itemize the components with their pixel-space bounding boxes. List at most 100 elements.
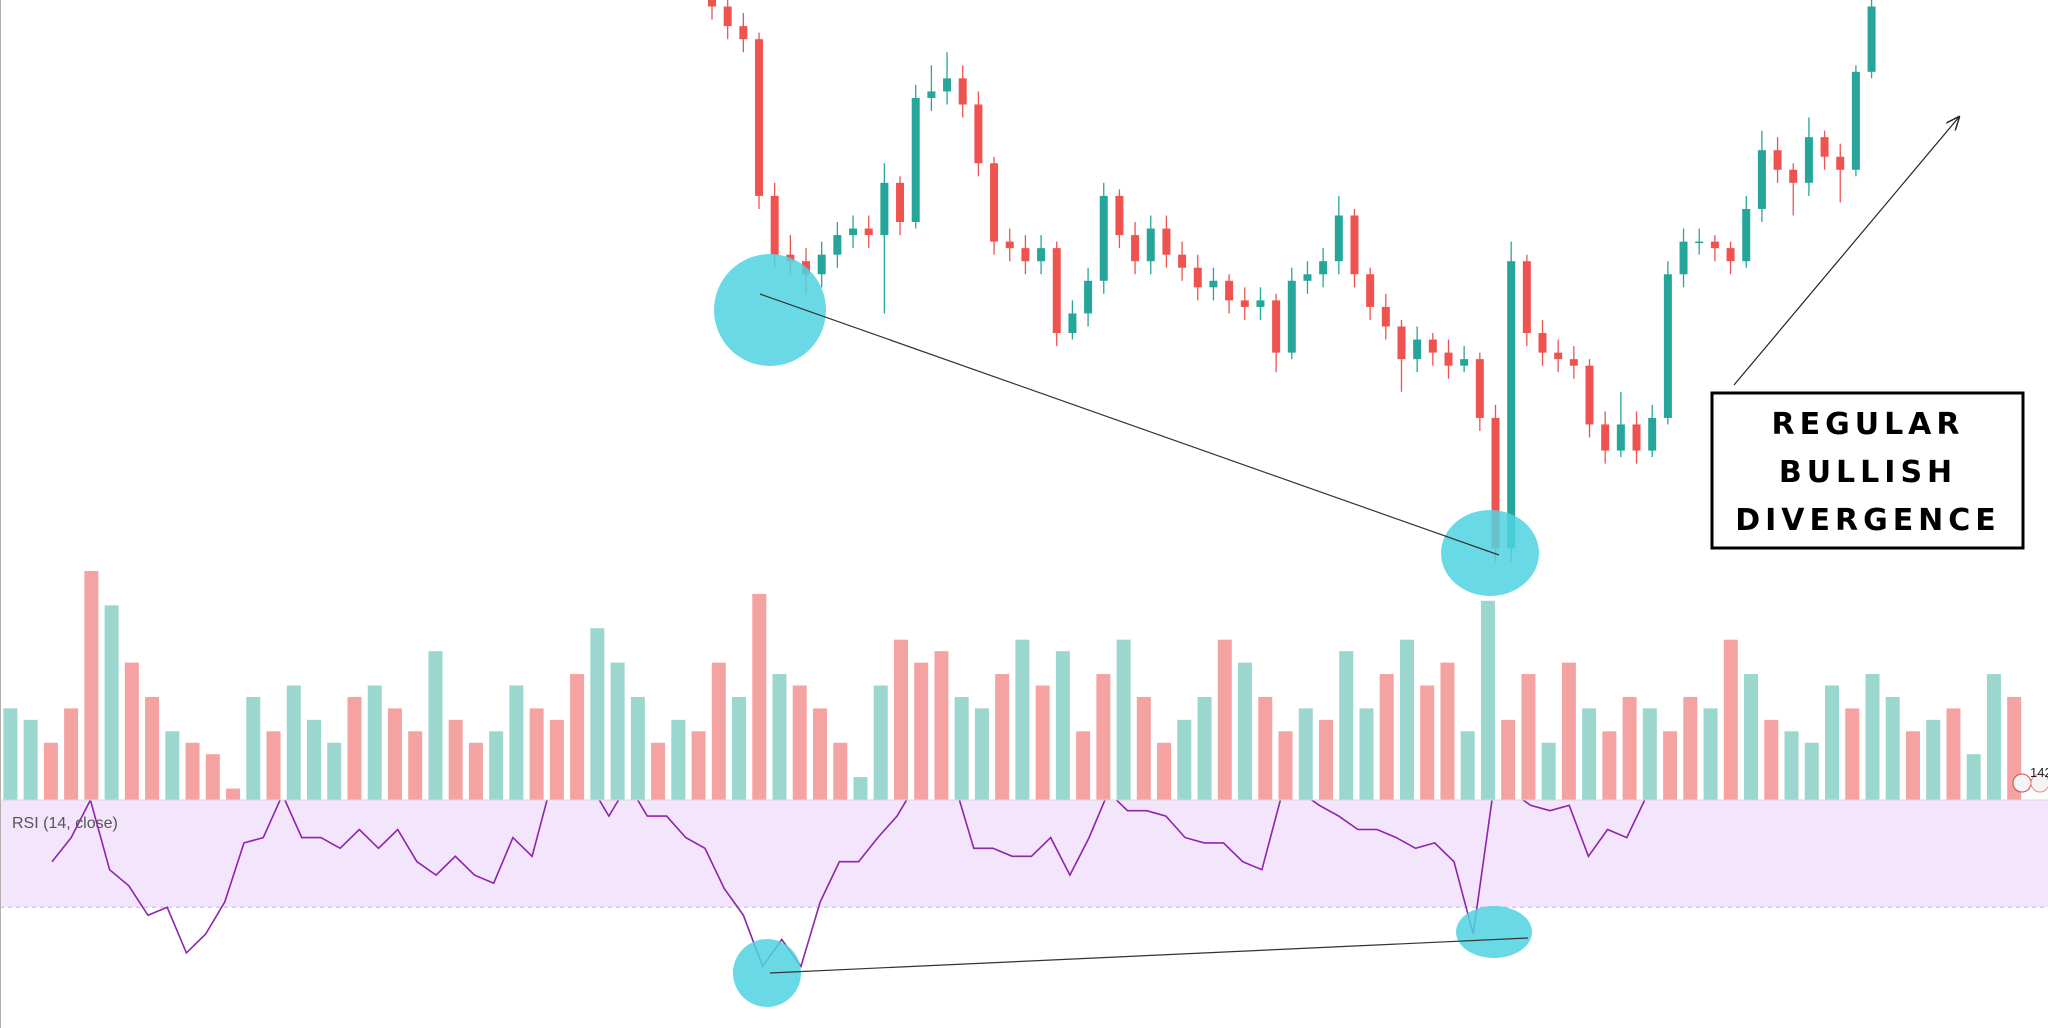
candle-body	[1820, 137, 1829, 157]
candle-body	[1366, 274, 1375, 307]
volume-bar	[1622, 696, 1637, 800]
volume-bar	[1217, 639, 1232, 800]
volume-bar	[1521, 674, 1536, 800]
volume-bar	[185, 742, 200, 800]
candle-body	[1240, 300, 1249, 307]
candle-body	[1068, 313, 1077, 334]
volume-bar	[1379, 674, 1394, 800]
volume-bar	[1116, 639, 1131, 800]
candle-body	[990, 163, 999, 242]
volume-bar	[1359, 708, 1374, 800]
candle-body	[974, 104, 983, 164]
candle-body	[1569, 359, 1578, 366]
candle-body	[1272, 300, 1281, 353]
candle-body	[1663, 274, 1672, 418]
volume-bar	[1238, 662, 1253, 800]
candle-body	[1804, 137, 1813, 183]
candle-body	[1193, 267, 1202, 288]
volume-bar	[1399, 639, 1414, 800]
volume-bar	[570, 674, 585, 800]
volume-bar	[1926, 719, 1941, 800]
volume-bar	[1541, 742, 1556, 800]
candle-body	[1475, 359, 1484, 418]
volume-bar	[367, 685, 382, 800]
candle-body	[1381, 306, 1390, 327]
volume-bar	[1501, 719, 1516, 800]
candle-body	[1084, 280, 1093, 314]
volume-bar	[1096, 674, 1111, 800]
volume-bar	[246, 696, 261, 800]
candle-body	[1099, 195, 1108, 281]
volume-bar	[448, 719, 463, 800]
volume-bar	[1966, 754, 1981, 800]
volume-bar	[691, 731, 706, 800]
volume-bar	[1460, 731, 1475, 800]
candle-body	[1460, 359, 1469, 366]
volume-bar	[1804, 742, 1819, 800]
divergence-line	[759, 293, 1500, 556]
volume-bar	[1157, 742, 1172, 800]
flag-icon	[2030, 773, 2048, 793]
candle-body	[1021, 248, 1030, 262]
volume-bar	[43, 742, 58, 800]
candle-body	[1522, 261, 1531, 334]
candle-body	[1115, 195, 1124, 236]
volume-bar	[226, 788, 241, 800]
candle-body	[849, 228, 858, 236]
volume-bar	[286, 685, 301, 800]
volume-bar	[873, 685, 888, 800]
candle-body	[1632, 424, 1641, 451]
candle-body	[1695, 241, 1704, 244]
volume-bar	[347, 696, 362, 800]
volume-bar	[84, 571, 99, 800]
candle-body	[1178, 254, 1187, 268]
volume-bar	[1015, 639, 1030, 800]
annotation-text: BULLISH	[1779, 455, 1957, 490]
volume-bar	[1825, 685, 1839, 800]
candle-body	[1836, 156, 1845, 170]
volume-bar	[205, 754, 220, 800]
volume-bar	[752, 593, 767, 800]
volume-bar	[954, 696, 969, 800]
candle-body	[896, 182, 905, 223]
volume-bar	[266, 731, 281, 800]
candle-body	[1225, 280, 1234, 301]
candle-body	[1554, 352, 1563, 360]
volume-bar	[1683, 696, 1698, 800]
candle-body	[911, 97, 920, 223]
candle-body	[1867, 6, 1876, 72]
candle-body	[1162, 228, 1171, 255]
candle-body	[1052, 248, 1061, 334]
volume-bar	[1784, 731, 1799, 800]
candle-body	[958, 78, 967, 105]
candle-body	[1585, 365, 1594, 425]
volume-bar	[1582, 708, 1597, 800]
flag-icon	[2012, 773, 2032, 793]
candle-body	[1428, 339, 1437, 353]
volume-bar	[1076, 731, 1091, 800]
volume-bar	[1885, 696, 1900, 800]
candle-body	[1319, 261, 1328, 275]
volume-bar	[1420, 685, 1435, 800]
volume-bar	[1602, 731, 1617, 800]
volume-bar	[1723, 639, 1738, 800]
volume-bar	[772, 674, 787, 800]
volume-bar	[1136, 696, 1151, 800]
volume-bar	[2007, 696, 2022, 800]
candle-body	[1037, 248, 1046, 262]
candle-body	[739, 26, 748, 40]
volume-bar	[1764, 719, 1779, 800]
candle-body	[1851, 71, 1860, 170]
volume-bar	[590, 628, 605, 800]
candle-body	[1303, 274, 1312, 281]
candle-body	[1005, 241, 1014, 249]
volume-bar	[711, 662, 726, 800]
rsi-line-pane	[51, 800, 1646, 969]
volume-bar	[408, 731, 423, 800]
candle-body	[1742, 208, 1751, 262]
volume-bar	[428, 651, 443, 800]
volume-bar	[23, 719, 38, 800]
volume-bar	[1905, 731, 1920, 800]
